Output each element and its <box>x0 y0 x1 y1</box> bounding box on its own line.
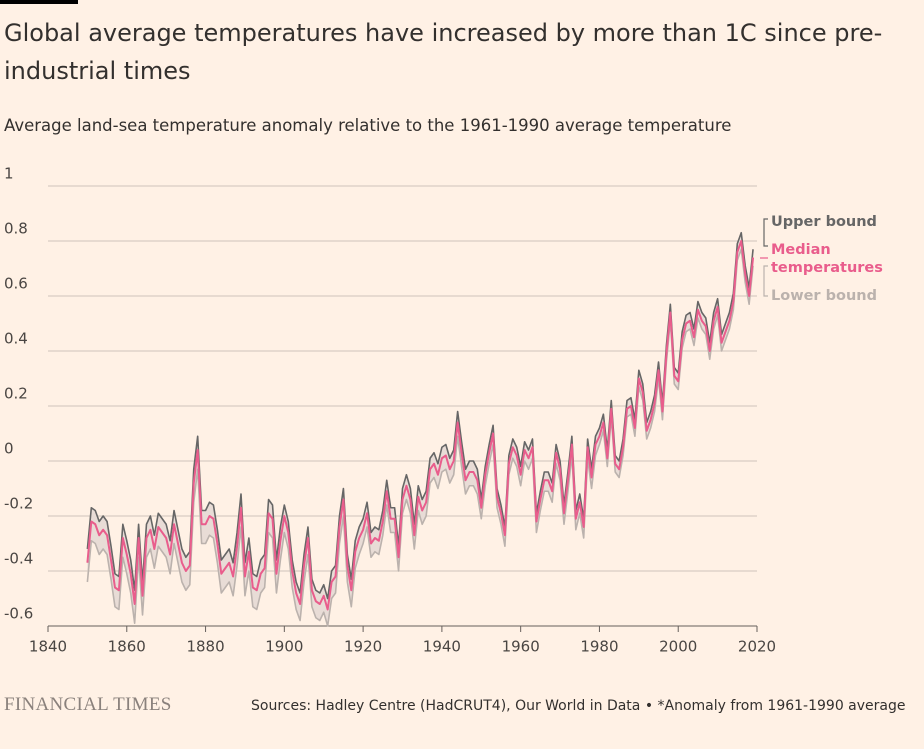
y-tick-label: 0.4 <box>4 330 28 348</box>
brand-bar <box>0 0 78 4</box>
x-tick-label: 2020 <box>738 638 776 656</box>
series-line <box>86 248 754 627</box>
y-tick-label: -0.6 <box>4 605 33 623</box>
y-tick-label: 0.2 <box>4 385 28 403</box>
legend-bracket <box>763 265 768 297</box>
series-line <box>86 240 755 611</box>
uncertainty-band <box>87 232 754 626</box>
brand: FINANCIAL TIMES <box>4 694 172 715</box>
legend-entry: Median temperatures <box>771 242 883 276</box>
x-tick-label: 1960 <box>502 638 540 656</box>
legend-entry: Lower bound <box>771 288 877 304</box>
y-tick-label: -0.4 <box>4 550 33 568</box>
y-tick-label: 0 <box>4 440 14 458</box>
x-tick-label: 1920 <box>344 638 382 656</box>
chart-title: Global average temperatures have increas… <box>4 19 883 85</box>
x-tick-label: 1860 <box>108 638 146 656</box>
x-tick-label: 1900 <box>265 638 303 656</box>
source-note: Sources: Hadley Centre (HadCRUT4), Our W… <box>251 698 906 714</box>
chart-subtitle: Average land-sea temperature anomaly rel… <box>4 116 732 135</box>
legend-entry: Upper bound <box>771 214 877 230</box>
x-tick-label: 1880 <box>186 638 224 656</box>
x-tick-label: 1940 <box>423 638 461 656</box>
series-line <box>86 231 754 600</box>
x-tick-label: 1840 <box>29 638 67 656</box>
y-tick-label: 0.6 <box>4 275 28 293</box>
legend-bracket <box>763 218 768 247</box>
x-tick-label: 1980 <box>580 638 618 656</box>
y-tick-label: -0.2 <box>4 495 33 513</box>
x-tick-label: 2000 <box>659 638 697 656</box>
y-tick-label: 1 <box>4 165 14 183</box>
y-tick-label: 0.8 <box>4 220 28 238</box>
